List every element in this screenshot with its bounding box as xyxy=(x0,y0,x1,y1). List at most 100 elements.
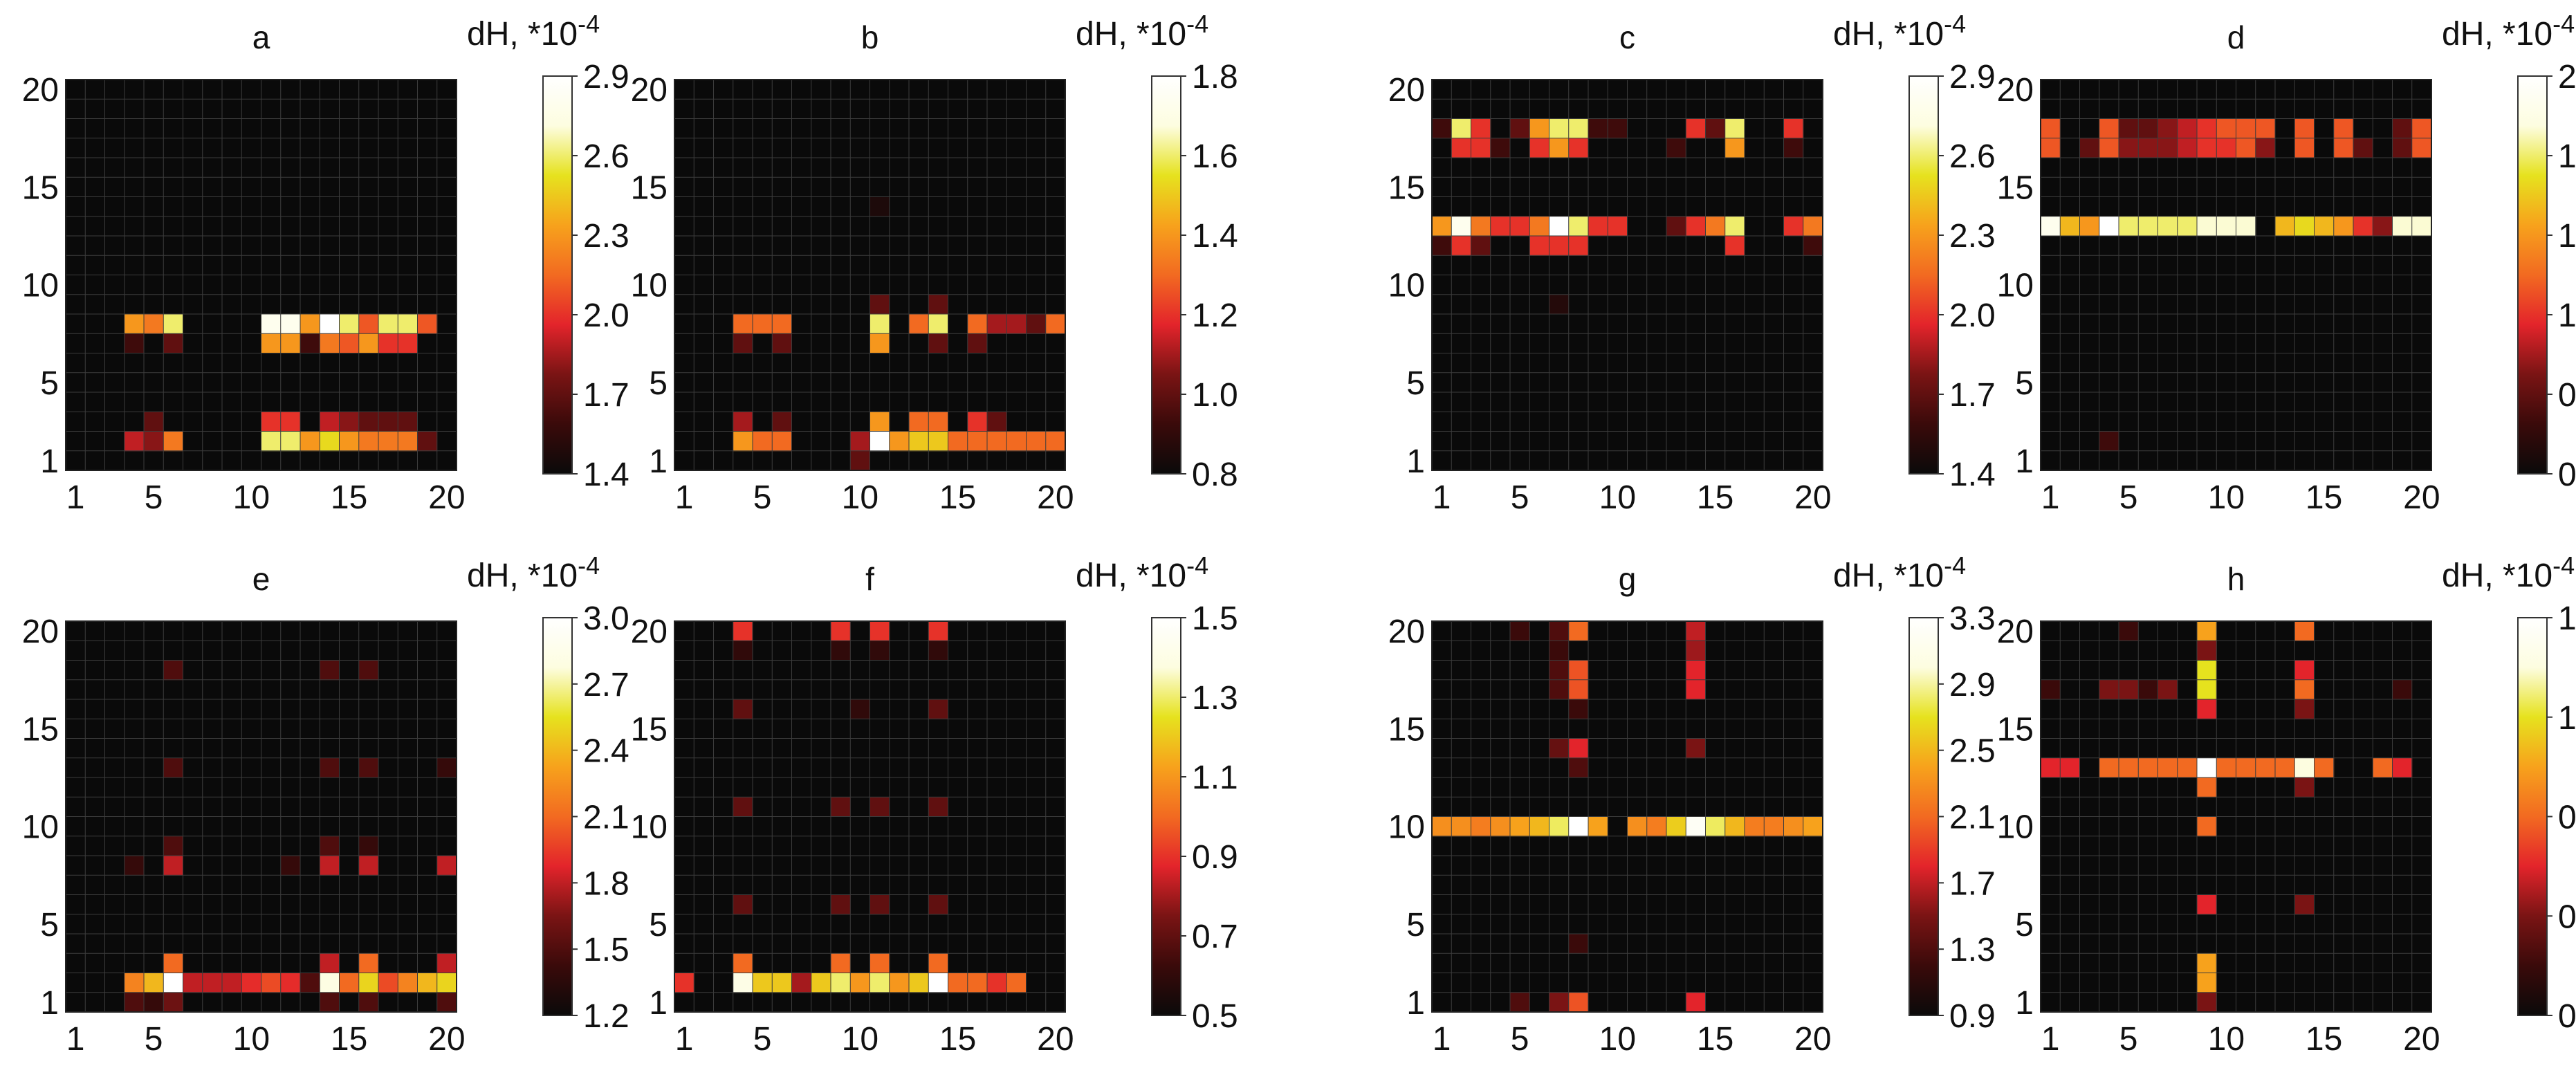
heatmap-cell xyxy=(1803,816,1823,837)
colorbar-tick-label: 2.0 xyxy=(583,297,629,334)
x-tick-label: 5 xyxy=(2119,479,2138,516)
heatmap-cell xyxy=(202,973,223,993)
y-tick-label: 10 xyxy=(631,809,668,846)
heatmap-cell xyxy=(1568,216,1589,237)
heatmap-cell xyxy=(2177,757,2198,778)
heatmap-cell xyxy=(2411,118,2432,139)
x-tick-label: 20 xyxy=(428,1021,465,1058)
colorbar-tick-label: 1.5 xyxy=(583,932,629,968)
heatmap-cell xyxy=(1705,118,1726,139)
y-tick-label: 1 xyxy=(1406,985,1425,1022)
y-tick-label: 20 xyxy=(1997,614,2034,650)
heatmap-cell xyxy=(928,953,948,973)
heatmap-cell xyxy=(1686,118,1706,139)
panel-title: b xyxy=(861,19,879,55)
heatmap-cell xyxy=(733,431,753,452)
heatmap-cell xyxy=(733,314,753,334)
plot-frame xyxy=(65,79,457,471)
heatmap-cell xyxy=(870,953,890,973)
heatmap-cell xyxy=(163,836,183,856)
colorbar-tick-label: 0.4 xyxy=(2558,998,2576,1035)
colorbar-tick-label: 1.2 xyxy=(2558,297,2576,334)
colorbar-unit-label: dH, *10-4 xyxy=(467,10,600,53)
heatmap-cell xyxy=(772,314,792,334)
y-tick-label: 15 xyxy=(631,169,668,206)
heatmap-cell xyxy=(1432,118,1452,139)
heatmap-cell xyxy=(358,333,379,353)
y-tick-label: 5 xyxy=(1406,365,1425,402)
heatmap-cell xyxy=(2119,216,2139,237)
heatmap-cell xyxy=(2041,118,2061,139)
heatmap-cell xyxy=(1471,216,1491,237)
x-tick-label: 5 xyxy=(2119,1021,2138,1058)
heatmap-cell xyxy=(791,973,812,993)
heatmap-cell xyxy=(280,431,301,452)
y-tick-label: 15 xyxy=(1997,711,2034,748)
heatmap-cell xyxy=(1608,118,1628,139)
heatmap-cell xyxy=(928,314,948,334)
heatmap-cell xyxy=(2333,138,2354,158)
heatmap-cell xyxy=(320,412,340,432)
colorbar-tick-label: 2.9 xyxy=(1949,667,1996,703)
heatmap-cell xyxy=(1026,431,1047,452)
colorbar-tick-label: 1.0 xyxy=(1192,377,1238,414)
heatmap-cell xyxy=(2294,138,2315,158)
heatmap-cell xyxy=(2197,973,2217,993)
heatmap-cell xyxy=(967,314,988,334)
colorbar-tick-label: 0.6 xyxy=(2558,899,2576,935)
heatmap-cell xyxy=(261,314,282,334)
heatmap-cell xyxy=(1451,816,1471,837)
heatmap-cell xyxy=(300,333,320,353)
heatmap-cell xyxy=(320,660,340,681)
heatmap-cell xyxy=(1724,216,1745,237)
heatmap-cell xyxy=(144,992,164,1013)
heatmap-cell xyxy=(280,314,301,334)
heatmap-cell xyxy=(948,431,968,452)
y-tick-label: 10 xyxy=(1388,809,1425,846)
heatmap-cell xyxy=(378,973,398,993)
heatmap-cell xyxy=(222,973,242,993)
heatmap-cell xyxy=(2392,757,2413,778)
heatmap-cell xyxy=(2216,118,2236,139)
colorbar-tick-label: 1.3 xyxy=(1949,932,1996,968)
heatmap-cell xyxy=(1549,738,1570,759)
y-tick-label: 10 xyxy=(22,809,59,846)
heatmap-cell xyxy=(987,314,1007,334)
x-tick-label: 1 xyxy=(2041,479,2060,516)
heatmap-cell xyxy=(378,314,398,334)
colorbar-tick-label: 2.5 xyxy=(1949,733,1996,770)
panel-title: c xyxy=(1619,19,1635,55)
heatmap-cell xyxy=(163,992,183,1013)
heatmap-cell xyxy=(1686,816,1706,837)
heatmap-cell xyxy=(300,431,320,452)
x-tick-label: 10 xyxy=(1599,479,1636,516)
y-tick-label: 5 xyxy=(649,907,668,943)
plot-frame xyxy=(2040,79,2432,471)
y-tick-label: 20 xyxy=(1388,72,1425,109)
colorbar xyxy=(1908,75,1939,475)
colorbar-tick-label: 1.2 xyxy=(583,998,629,1035)
heatmap-cell xyxy=(2373,216,2393,237)
x-tick-label: 20 xyxy=(1794,479,1831,516)
heatmap-cell xyxy=(733,699,753,719)
heatmap-cell xyxy=(1510,621,1530,641)
heatmap-cell xyxy=(1568,138,1589,158)
heatmap-cell xyxy=(358,314,379,334)
heatmap-cell xyxy=(870,196,890,217)
x-tick-label: 15 xyxy=(1697,479,1733,516)
heatmap-cell xyxy=(2411,138,2432,158)
heatmap-cell xyxy=(909,314,929,334)
heatmap-cell xyxy=(928,294,948,315)
heatmap-cell xyxy=(144,973,164,993)
heatmap-panel-g: g1 5 10 15 20151015200.91.31.72.12.52.93.3dH… xyxy=(1388,551,1996,1058)
heatmap-cell xyxy=(2197,992,2217,1013)
heatmap-cell xyxy=(733,641,753,661)
heatmap-cell xyxy=(2216,757,2236,778)
heatmap-cell xyxy=(987,973,1007,993)
heatmap-cell xyxy=(909,431,929,452)
heatmap-cell xyxy=(320,757,340,778)
heatmap-cell xyxy=(2079,216,2100,237)
heatmap-cell xyxy=(320,992,340,1013)
